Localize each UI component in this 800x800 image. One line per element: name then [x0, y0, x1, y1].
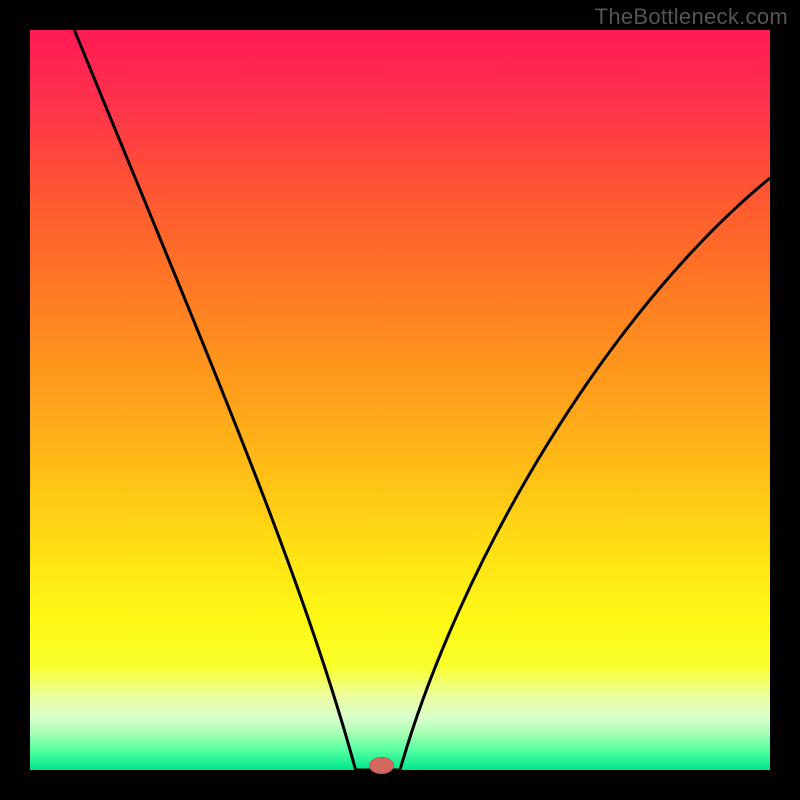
watermark-text: TheBottleneck.com: [595, 4, 788, 30]
chart-container: TheBottleneck.com: [0, 0, 800, 800]
optimal-point-marker: [370, 758, 394, 774]
plot-background: [30, 30, 770, 770]
bottleneck-chart: [0, 0, 800, 800]
